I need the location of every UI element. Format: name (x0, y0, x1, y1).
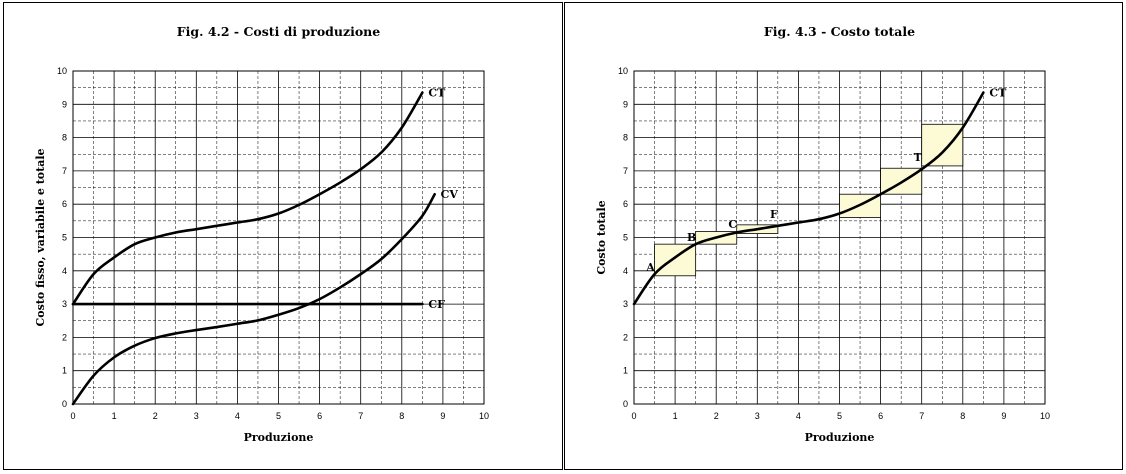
chart-title: Fig. 4.2 - Costi di produzione (177, 24, 381, 39)
x-tick-label: 2 (714, 411, 719, 421)
y-tick-label: 5 (62, 233, 67, 243)
y-tick-label: 1 (623, 366, 628, 376)
x-tick-label: 8 (399, 411, 404, 421)
y-tick-label: 9 (623, 99, 628, 109)
x-tick-label: 10 (1040, 411, 1050, 421)
chart-costi-produzione: Fig. 4.2 - Costi di produzione 0 1 2 3 4 5 6 7 8 9… (34, 24, 489, 444)
y-tick-label: 3 (62, 299, 67, 309)
x-axis-label: Produzione (805, 431, 875, 444)
series-label-cv: CV (441, 188, 459, 201)
x-tick-label: 3 (755, 411, 760, 421)
series-line-ct (71, 91, 424, 306)
plot-frame (633, 70, 1046, 405)
x-tick-label: 3 (194, 411, 199, 421)
y-tick-label: 2 (62, 332, 67, 342)
y-tick-label: 5 (623, 233, 628, 243)
y-axis-label: Costo totale (595, 200, 608, 274)
y-tick-label: 7 (62, 166, 67, 176)
y-tick-label: 0 (62, 399, 67, 409)
y-axis-label: Costo fisso, variabile e totale (34, 148, 47, 326)
series-line-cv (71, 192, 436, 406)
series-label-ct: CT (428, 87, 446, 100)
x-tick-label: 5 (276, 411, 281, 421)
point-label-b: B (687, 231, 696, 244)
chart-panel-costi-produzione: Fig. 4.2 - Costi di produzione 0 1 2 3 4 5 6 7 8 9… (3, 2, 563, 470)
series-label-cf: CF (428, 298, 445, 311)
point-label-t: T (914, 151, 923, 164)
x-tick-label: 8 (960, 411, 965, 421)
y-tick-label: 3 (623, 299, 628, 309)
y-tick-label: 9 (62, 99, 67, 109)
y-tick-label: 6 (62, 199, 67, 209)
x-tick-label: 4 (796, 411, 801, 421)
x-tick-label: 0 (631, 411, 636, 421)
y-tick-label: 4 (62, 266, 67, 276)
chart-panel-costo-totale: Fig. 4.3 - Costo totale 0 1 2 3 4 5 6 7 8 9 10 0 1 2 3 4… (564, 2, 1123, 470)
x-tick-label: 6 (317, 411, 322, 421)
y-tick-label: 6 (623, 199, 628, 209)
y-tick-label: 8 (623, 133, 628, 143)
x-tick-label: 5 (837, 411, 842, 421)
y-tick-label: 2 (623, 332, 628, 342)
y-tick-label: 10 (618, 66, 628, 76)
y-tick-label: 0 (623, 399, 628, 409)
point-label-f: F (770, 208, 778, 221)
y-tick-label: 8 (62, 133, 67, 143)
x-tick-label: 9 (1001, 411, 1006, 421)
x-tick-label: 0 (70, 411, 75, 421)
x-tick-label: 1 (112, 411, 117, 421)
x-tick-label: 9 (440, 411, 445, 421)
step-box (921, 123, 964, 167)
chart-title: Fig. 4.3 - Costo totale (764, 24, 915, 39)
y-tick-label: 10 (57, 66, 67, 76)
series-label-ct: CT (989, 87, 1007, 100)
x-tick-label: 2 (153, 411, 158, 421)
plot-frame (72, 70, 485, 405)
point-label-a: A (645, 261, 655, 274)
series-line-ct (632, 91, 985, 306)
grid (633, 70, 1046, 405)
point-label-c: C (728, 218, 737, 231)
y-tick-label: 4 (623, 266, 628, 276)
x-tick-label: 7 (358, 411, 363, 421)
chart-costo-totale: Fig. 4.3 - Costo totale 0 1 2 3 4 5 6 7 8 9 10 0 1 2 3 4… (595, 24, 1050, 444)
x-axis-label: Produzione (244, 431, 314, 444)
x-tick-label: 7 (919, 411, 924, 421)
y-tick-label: 1 (62, 366, 67, 376)
x-tick-label: 4 (235, 411, 240, 421)
grid (72, 70, 485, 405)
y-tick-label: 7 (623, 166, 628, 176)
x-tick-label: 1 (673, 411, 678, 421)
x-tick-label: 10 (479, 411, 489, 421)
x-tick-label: 6 (878, 411, 883, 421)
